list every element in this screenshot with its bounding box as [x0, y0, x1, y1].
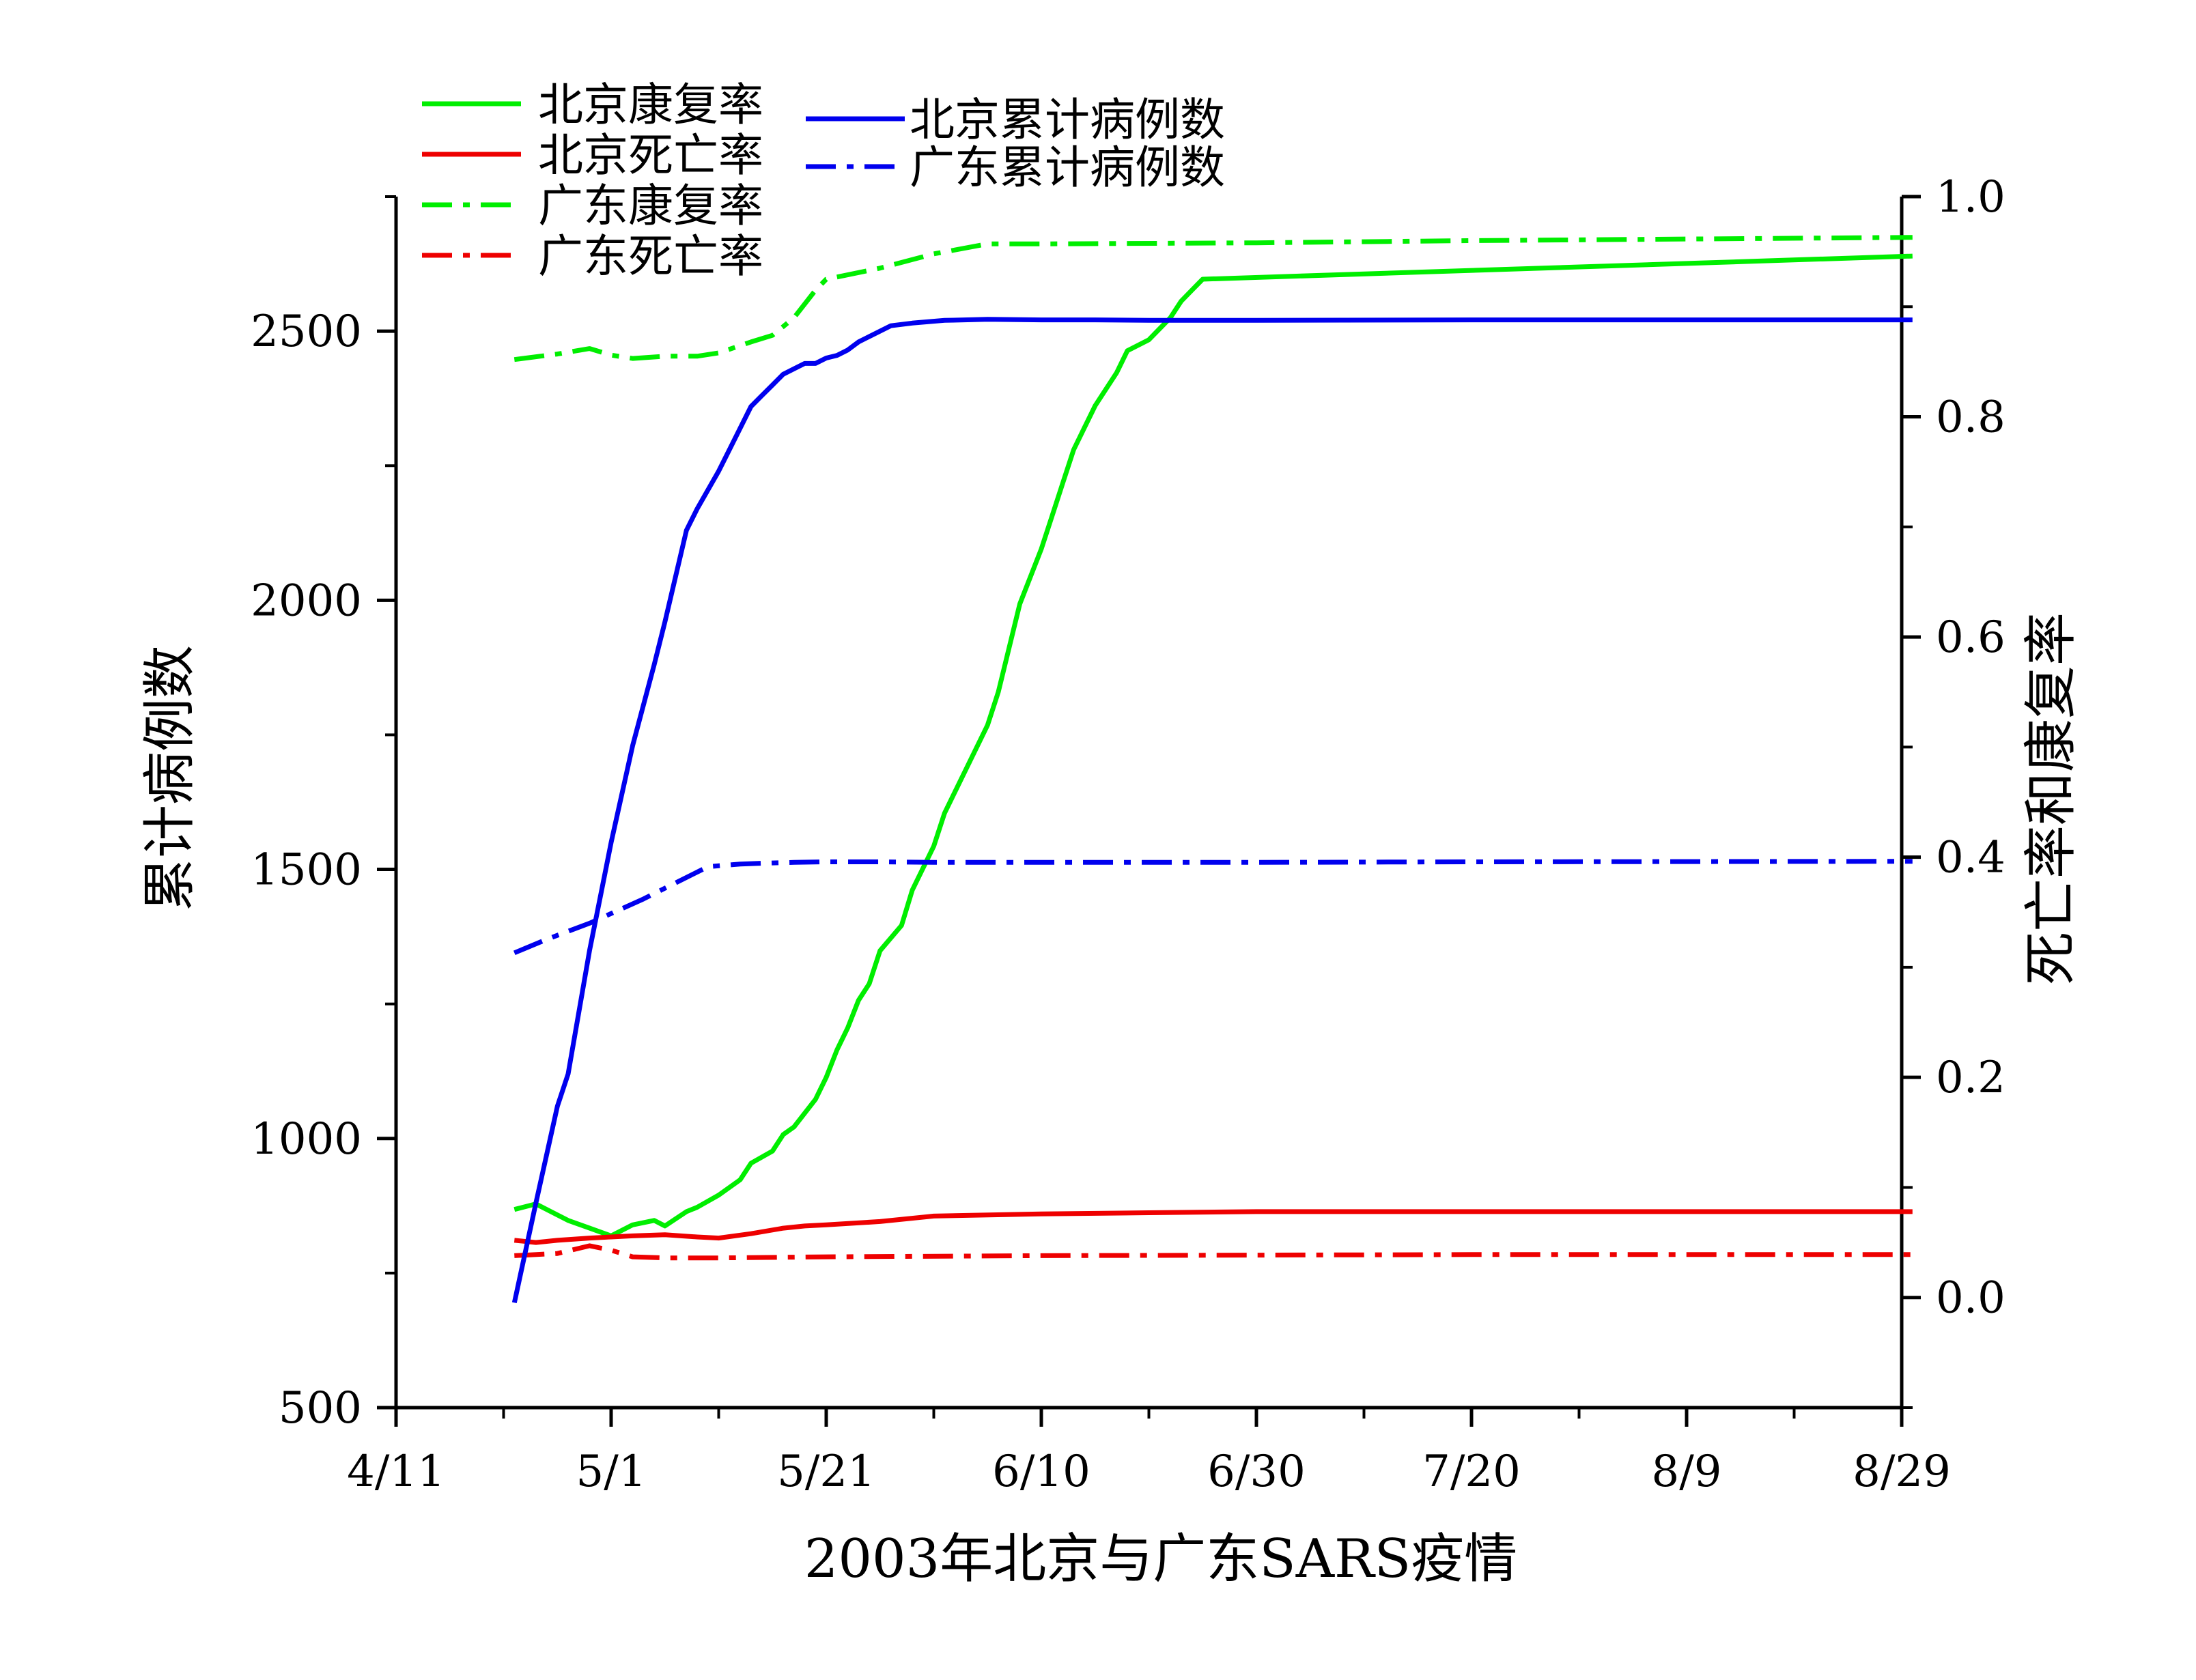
- right-y-tick-label: 0.4: [1936, 833, 2005, 883]
- left-y-tick-label: 500: [279, 1383, 362, 1434]
- right-y-axis-title: 死亡率和康复率: [2021, 612, 2082, 985]
- x-tick-label: 7/20: [1422, 1447, 1521, 1497]
- left-y-tick-label: 1000: [251, 1114, 362, 1165]
- legend-label: 北京累计病例数: [910, 94, 1225, 146]
- right-y-tick-label: 0.8: [1936, 393, 2005, 443]
- x-tick-label: 4/11: [347, 1447, 445, 1497]
- legend-label: 广东康复率: [538, 180, 763, 232]
- x-tick-label: 8/29: [1853, 1447, 1951, 1497]
- series-line-1: [513, 1209, 1913, 1245]
- series-lines-group: [511, 235, 1913, 1304]
- series-line-3: [514, 1243, 1913, 1261]
- series-line-5: [513, 859, 1913, 956]
- legend-label: 广东累计病例数: [910, 141, 1225, 194]
- x-axis-title: 2003年北京与广东SARS疫情: [804, 1528, 1517, 1590]
- right-y-tick-label: 0.6: [1936, 612, 2005, 663]
- right-y-tick-label: 0.0: [1936, 1273, 2005, 1324]
- x-tick-label: 5/21: [777, 1447, 875, 1497]
- left-y-tick-label: 2500: [251, 307, 362, 357]
- right-y-tick-label: 0.2: [1936, 1053, 2005, 1103]
- series-line-4: [511, 317, 1913, 1304]
- left-y-tick-label: 1500: [251, 845, 362, 896]
- left-y-tick-label: 2000: [251, 575, 362, 626]
- legend-label: 北京死亡率: [538, 129, 763, 182]
- series-line-2: [513, 235, 1913, 362]
- x-tick-label: 6/10: [992, 1447, 1090, 1497]
- legend-label: 广东死亡率: [538, 230, 763, 283]
- right-y-tick-label: 1.0: [1936, 172, 2005, 223]
- x-tick-label: 5/1: [576, 1447, 647, 1497]
- x-tick-label: 6/30: [1207, 1447, 1306, 1497]
- ticks-group: 4/11 5/1 5/21 6/10 6/30 7/20 8/9 8/29 500 1000 150…: [251, 172, 2005, 1497]
- left-y-axis-title: 累计病例数: [139, 645, 201, 911]
- legend-label: 北京康复率: [538, 79, 763, 131]
- series-line-0: [513, 253, 1913, 1238]
- x-tick-label: 8/9: [1652, 1447, 1722, 1497]
